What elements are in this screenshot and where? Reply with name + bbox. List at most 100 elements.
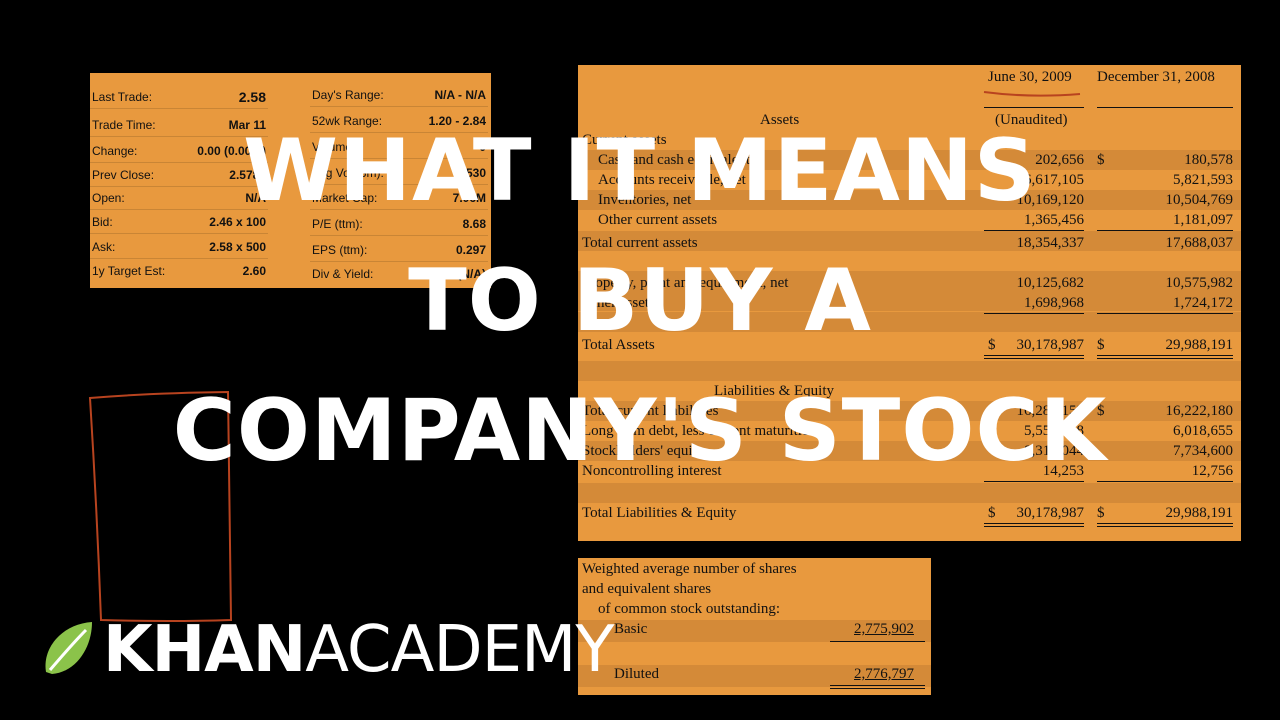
leaf-icon: [45, 622, 92, 674]
quote-value: 0.297: [455, 243, 486, 257]
quote-label: P/E (ttm):: [312, 217, 363, 231]
quote-value: 3,530: [455, 166, 486, 180]
quote-label: 1y Target Est:: [92, 264, 166, 278]
quote-label: 52wk Range:: [312, 114, 383, 128]
quote-row: Bid: 2.46 x 100: [90, 211, 268, 234]
shares-caption: of common stock outstanding:: [598, 601, 781, 617]
basic-label: Basic: [614, 621, 648, 637]
quote-value: 0.00 (0.00%): [197, 144, 266, 158]
shares-outstanding-panel: Weighted average number of shares and eq…: [578, 558, 931, 695]
quote-row: Prev Close: 2.5789: [90, 164, 268, 187]
column-header-dec-2008: December 31, 2008: [1097, 69, 1215, 85]
logo-academy: ACADEMY: [305, 613, 614, 687]
line-item-label: Accounts receivable, net: [598, 172, 746, 188]
value-2009: 8,316,044: [1024, 443, 1084, 459]
diluted-label: Diluted: [614, 666, 659, 682]
line-item-label: Total current assets: [582, 235, 698, 251]
title-line-3: COMPANY'S STOCK: [172, 381, 1108, 481]
dollar-sign: $: [1097, 505, 1105, 521]
value-2008: 1,181,097: [1173, 212, 1233, 228]
quote-value: N/A (N/A): [433, 267, 486, 281]
value-2009: 1,365,456: [1024, 212, 1084, 228]
liabilities-heading: Liabilities & Equity: [714, 383, 834, 399]
dollar-sign: $: [988, 337, 996, 353]
quote-value: 2.60: [242, 264, 266, 278]
title-line-1: WHAT IT MEANS: [243, 121, 1037, 221]
quote-row: Change: 0.00 (0.00%): [90, 140, 268, 163]
value-2008: 1,724,172: [1173, 295, 1233, 311]
dollar-sign: $: [988, 152, 996, 168]
quote-label: Prev Close:: [92, 168, 155, 182]
balance-sheet: June 30, 2009 December 31, 2008 (Unaudit…: [578, 65, 1241, 541]
dollar-sign: $: [1097, 337, 1105, 353]
value-2009: 1,698,968: [1024, 295, 1084, 311]
dollar-sign: $: [988, 505, 996, 521]
quote-value: 2.58: [238, 89, 266, 105]
quote-row: Ask: 2.58 x 500: [90, 236, 268, 259]
quote-value: 2.46 x 100: [209, 215, 266, 229]
quote-row: Trade Time: Mar 11: [90, 114, 268, 137]
value-2008: 17,688,037: [1165, 235, 1234, 251]
quote-row: Open: N/A: [90, 187, 268, 210]
quote-label: Bid:: [92, 215, 113, 229]
line-item-label: Total current liabilities: [582, 403, 719, 419]
quote-row: Div & Yield: N/A (N/A): [310, 263, 488, 285]
line-item-label: Property, plant and equipment, net: [582, 275, 789, 291]
value-2009: 10,169,120: [1016, 192, 1085, 208]
value-2009: 16,289,152: [1016, 403, 1085, 419]
quote-label: Open:: [92, 191, 125, 205]
quote-row: Day's Range: N/A - N/A: [310, 84, 488, 107]
value-2008: 180,578: [1184, 152, 1233, 168]
current-assets-heading: Current assets: [582, 132, 667, 148]
value-2009: 5,559,538: [1024, 423, 1084, 439]
value-2009: 18,354,337: [1016, 235, 1085, 251]
basic-value: 2,775,902: [854, 621, 914, 637]
line-item-label: Stockholders' equity: [582, 443, 705, 459]
value-2009: 30,178,987: [1016, 337, 1085, 353]
quote-value: 7.06M: [452, 191, 486, 205]
line-item-label: Total Liabilities & Equity: [582, 505, 737, 521]
quote-label: EPS (ttm):: [312, 243, 368, 257]
value-2009: 6,617,105: [1024, 172, 1084, 188]
shares-caption: and equivalent shares: [582, 581, 712, 597]
value-2008: 10,504,769: [1165, 192, 1234, 208]
line-item-label: Total Assets: [582, 337, 655, 353]
line-item-label: Other current assets: [598, 212, 718, 228]
quote-row: 1y Target Est: 2.60: [90, 260, 268, 282]
dollar-sign: $: [988, 403, 996, 419]
quote-label: Ask:: [92, 240, 116, 254]
value-2008: 7,734,600: [1173, 443, 1233, 459]
quote-label: Trade Time:: [92, 118, 156, 132]
quote-value: N/A: [245, 191, 266, 205]
stock-quote-panel: Last Trade: 2.58 Trade Time: Mar 11 Change…: [90, 73, 491, 288]
shares-caption: Weighted average number of shares: [582, 561, 797, 577]
value-2008: 6,018,655: [1173, 423, 1233, 439]
value-2008: 10,575,982: [1165, 275, 1234, 291]
value-2009: 202,656: [1035, 152, 1084, 168]
value-2009: 10,125,682: [1016, 275, 1085, 291]
line-item-label: Other assets: [582, 295, 655, 311]
quote-row: Volume: 0: [310, 136, 488, 159]
value-2008: 12,756: [1191, 463, 1233, 479]
quote-value: 8.68: [462, 217, 486, 231]
quote-label: Change:: [92, 144, 138, 158]
khan-academy-logo: KHANACADEMY: [103, 612, 614, 688]
logo-khan: KHAN: [103, 613, 306, 687]
quote-label: Avg Vol (3m):: [312, 166, 384, 180]
quote-row: 52wk Range: 1.20 - 2.84: [310, 110, 488, 133]
quote-row: Last Trade: 2.58: [90, 86, 268, 109]
value-2009: 30,178,987: [1016, 505, 1085, 521]
line-item-label: Inventories, net: [598, 192, 692, 208]
title-line-2: TO BUY A: [408, 251, 872, 351]
quote-row: Avg Vol (3m): 3,530: [310, 162, 488, 185]
quote-label: Div & Yield:: [312, 267, 374, 281]
unaudited-label: (Unaudited): [995, 112, 1068, 128]
dollar-sign: $: [1097, 403, 1105, 419]
quote-label: Volume:: [312, 140, 356, 154]
column-header-june-2009: June 30, 2009: [988, 69, 1072, 85]
quote-value: N/A - N/A: [434, 88, 486, 102]
quote-value: 2.5789: [229, 168, 266, 182]
value-2008: 29,988,191: [1165, 337, 1234, 353]
value-2009: 14,253: [1042, 463, 1084, 479]
